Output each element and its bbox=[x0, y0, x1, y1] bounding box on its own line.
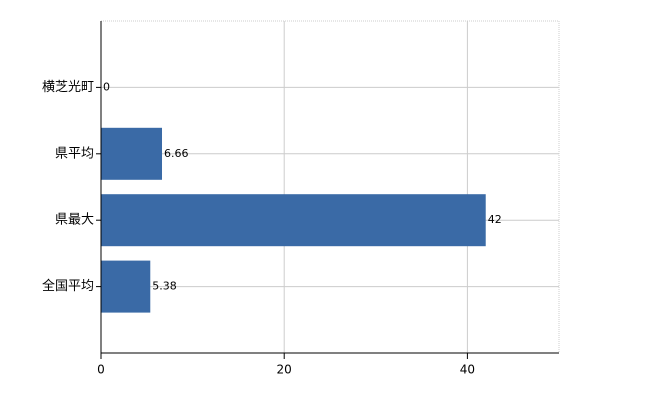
bar bbox=[101, 260, 151, 313]
value-label: 0 bbox=[103, 80, 110, 93]
y-tick-label: 県最大 bbox=[55, 213, 94, 228]
x-tick-label: 20 bbox=[277, 363, 292, 377]
value-label: 5.38 bbox=[152, 280, 177, 293]
value-label: 42 bbox=[488, 213, 502, 226]
y-tick-label: 横芝光町 bbox=[42, 79, 94, 95]
x-tick-label: 0 bbox=[97, 363, 105, 377]
bar bbox=[101, 127, 163, 180]
y-tick-label: 県平均 bbox=[55, 146, 94, 161]
x-tick-label: 40 bbox=[460, 363, 475, 377]
value-label: 6.66 bbox=[164, 147, 189, 160]
y-tick-label: 全国平均 bbox=[42, 278, 94, 294]
bar bbox=[101, 194, 486, 247]
